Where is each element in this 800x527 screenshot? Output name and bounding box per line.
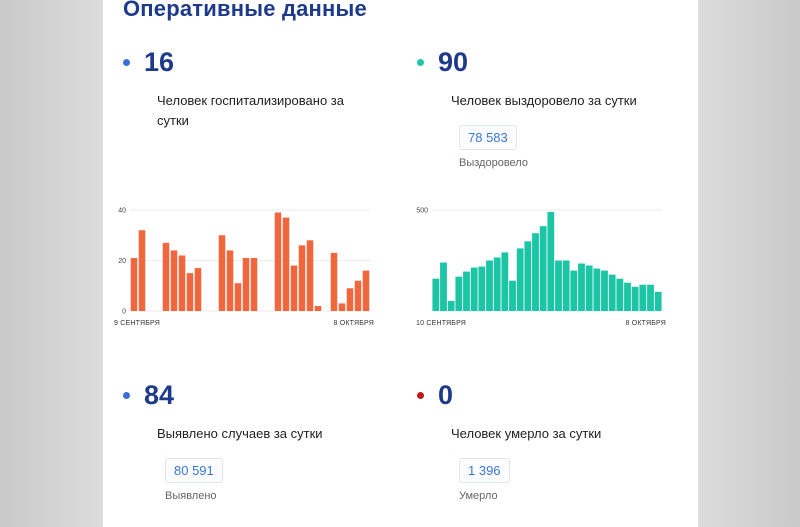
y-tick-label: 0: [122, 309, 126, 316]
chart-bar: [654, 291, 662, 311]
chart-bar: [585, 265, 593, 311]
x-start-label: 10 СЕНТЯБРЯ: [416, 320, 466, 327]
chart-bar: [478, 266, 486, 311]
y-tick-label: 500: [416, 208, 428, 215]
chart-bar: [578, 263, 585, 311]
dot-icon: [123, 58, 130, 66]
chart-bar: [616, 278, 624, 311]
chart-bar: [274, 212, 282, 311]
chart-bar: [539, 226, 547, 311]
stat-label: Выявлено случаев за сутки: [157, 426, 323, 441]
chart-bar: [608, 274, 616, 311]
dot-icon: [417, 391, 424, 399]
total-label: Выявлено: [165, 490, 217, 502]
stat-value: 90: [438, 46, 469, 77]
x-end-label: 8 ОКТЯБРЯ: [333, 320, 374, 327]
chart-bar: [362, 270, 370, 311]
chart-bar: [501, 252, 509, 311]
y-tick-label: 40: [118, 208, 126, 215]
stat-detected: 84 Выявлено случаев за сутки 80 591 Выяв…: [123, 378, 383, 502]
chart-bar: [562, 260, 570, 311]
chart-bar: [516, 248, 524, 311]
total-badge: 80 591: [165, 458, 223, 483]
chart-bar: [593, 268, 601, 311]
stat-value: 84: [144, 379, 175, 410]
chart-bar: [509, 280, 516, 311]
operational-data-card: Оперативные данные 16 Человек госпитализ…: [103, 0, 698, 527]
total-label: Умерло: [459, 490, 498, 502]
chart-bar: [170, 250, 178, 311]
chart-bar: [493, 257, 501, 311]
background-right: [698, 0, 800, 527]
chart-bar: [432, 278, 440, 311]
stat-died: 0 Человек умерло за сутки 1 396 Умерло: [417, 378, 677, 502]
total-label: Выздоровело: [459, 157, 528, 169]
stat-value: 0: [438, 379, 454, 410]
chart-bar: [298, 245, 306, 311]
chart-recovered: 500 10 СЕНТЯБРЯ 8 ОКТЯБРЯ: [400, 200, 685, 335]
chart-bar: [555, 260, 562, 311]
stat-label: Человек выздоровело за сутки: [451, 93, 637, 108]
chart-bar: [470, 267, 478, 311]
chart-bar: [282, 217, 290, 311]
chart-bar: [162, 242, 170, 311]
chart-bar: [130, 257, 138, 311]
chart-hospitalized-svg: 0 20 40 9 СЕНТЯБРЯ 8 ОКТЯБРЯ: [114, 208, 374, 328]
chart-bar: [624, 282, 631, 311]
chart-bar: [463, 271, 470, 311]
x-end-label: 8 ОКТЯБРЯ: [625, 320, 666, 327]
total-badge: 1 396: [459, 458, 510, 483]
chart-bar: [486, 260, 493, 311]
chart-bar: [440, 262, 447, 311]
chart-bar: [250, 257, 258, 311]
x-start-label: 9 СЕНТЯБРЯ: [114, 320, 160, 327]
chart-hospitalized: 0 20 40 9 СЕНТЯБРЯ 8 ОКТЯБРЯ: [108, 200, 383, 335]
stat-hospitalized: 16 Человек госпитализировано за сутки: [123, 45, 383, 131]
chart-bar: [306, 240, 314, 311]
chart-bar: [242, 257, 250, 311]
chart-bar: [447, 300, 455, 311]
chart-bar: [234, 283, 242, 311]
chart-bar: [218, 235, 226, 311]
stat-label: Человек госпитализировано за сутки: [157, 93, 344, 128]
total-badge: 78 583: [459, 125, 517, 150]
chart-bar: [532, 233, 539, 311]
chart-recovered-svg: 500 10 СЕНТЯБРЯ 8 ОКТЯБРЯ: [416, 208, 666, 328]
chart-bar: [194, 268, 202, 311]
chart-bar: [186, 273, 194, 311]
stat-recovered: 90 Человек выздоровело за сутки 78 583 В…: [417, 45, 677, 169]
chart-bar: [330, 252, 338, 311]
chart-bar: [138, 230, 146, 311]
chart-bar: [354, 280, 362, 311]
chart-bar: [455, 276, 463, 311]
chart-bar: [601, 270, 608, 311]
chart-bar: [647, 284, 654, 311]
chart-bar: [178, 255, 186, 311]
y-tick-label: 20: [118, 258, 126, 265]
chart-bar: [524, 241, 532, 311]
chart-bar: [314, 305, 322, 311]
stat-value: 16: [144, 46, 175, 77]
chart-bar: [547, 212, 555, 311]
stat-label: Человек умерло за сутки: [451, 426, 602, 441]
chart-bar: [346, 288, 354, 311]
chart-bar: [290, 265, 298, 311]
chart-bar: [570, 270, 578, 311]
background-left: [0, 0, 103, 527]
chart-bar: [631, 286, 639, 311]
chart-bar: [338, 303, 346, 311]
dot-icon: [417, 58, 424, 66]
chart-bar: [226, 250, 234, 311]
dot-icon: [123, 391, 130, 399]
page-title: Оперативные данные: [123, 0, 367, 21]
chart-bar: [639, 284, 647, 311]
